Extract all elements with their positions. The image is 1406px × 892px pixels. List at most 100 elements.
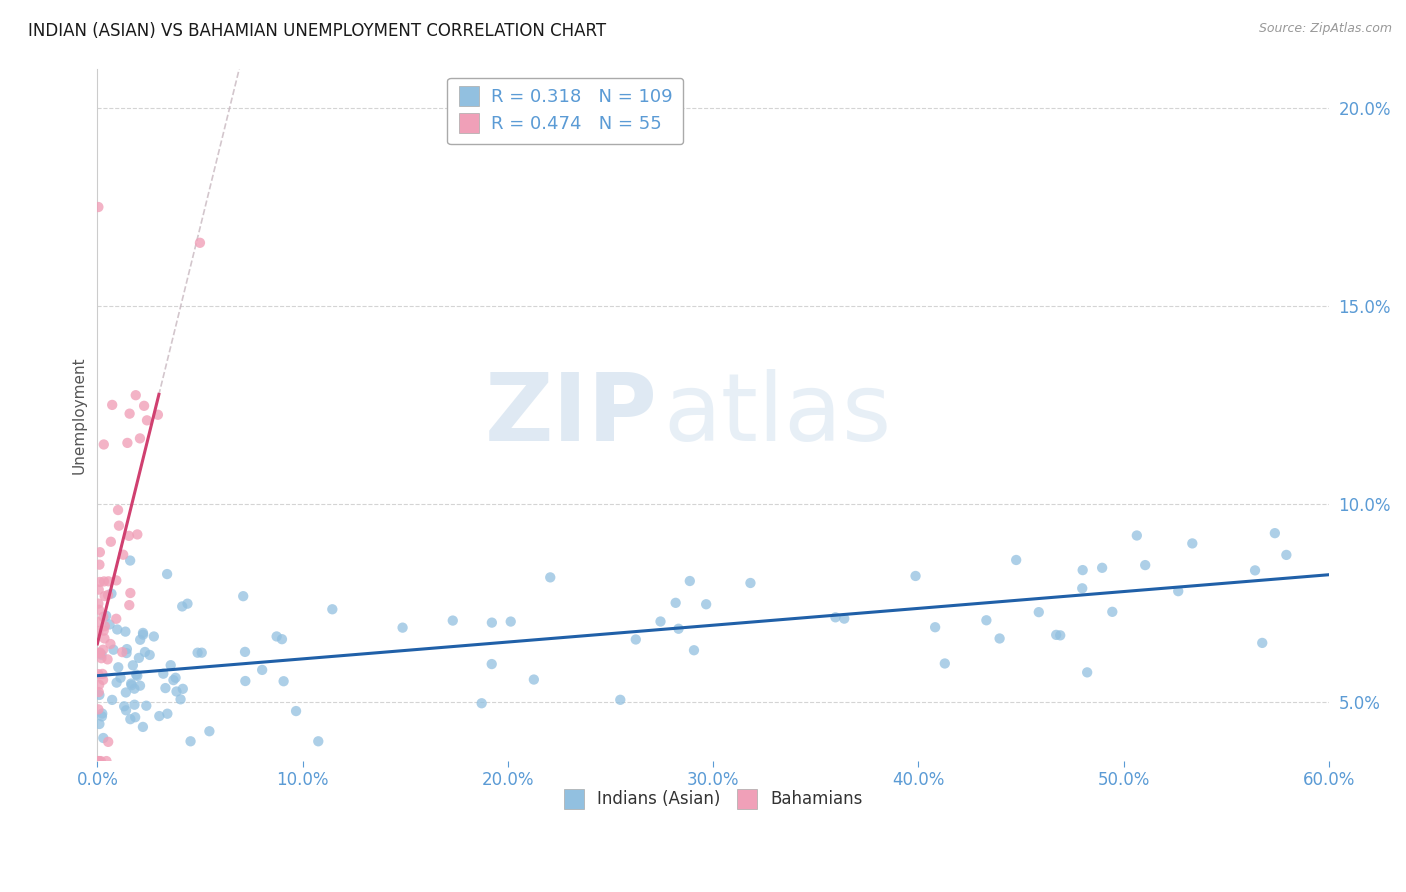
Point [105, 612, 128, 626]
Point [132, 399, 155, 413]
Point [93, 589, 115, 603]
Point [156, 567, 179, 582]
Point [924, 620, 946, 634]
Point [97, 735, 120, 749]
Point [115, 703, 138, 717]
Point [120, 586, 142, 600]
Point [740, 576, 762, 591]
Point [441, 614, 464, 628]
Point [188, 235, 211, 250]
Point [138, 648, 160, 662]
Point [523, 673, 546, 687]
Point [117, 436, 139, 450]
Point [129, 632, 152, 647]
Point [132, 627, 155, 641]
Point [91, 731, 114, 745]
Point [165, 671, 187, 685]
Point [266, 630, 288, 644]
Point [118, 598, 141, 612]
Point [125, 388, 148, 402]
Point [233, 645, 256, 659]
Point [87, 754, 110, 768]
Point [307, 734, 329, 748]
Point [679, 574, 702, 588]
Point [107, 503, 129, 517]
Point [111, 645, 134, 659]
Point [97, 588, 120, 602]
Point [321, 602, 343, 616]
Point [271, 632, 294, 647]
Point [89, 717, 111, 731]
Point [124, 710, 146, 724]
Point [156, 706, 179, 721]
Point [93, 632, 115, 646]
Point [96, 754, 118, 768]
Point [1028, 605, 1050, 619]
Point [118, 529, 141, 543]
Point [988, 632, 1011, 646]
Point [134, 645, 156, 659]
Point [108, 518, 131, 533]
Point [105, 675, 128, 690]
Point [107, 660, 129, 674]
Point [120, 712, 142, 726]
Point [105, 574, 128, 588]
Point [391, 621, 413, 635]
Point [148, 709, 170, 723]
Point [87, 615, 110, 630]
Point [120, 553, 142, 567]
Point [98, 617, 121, 632]
Point [1071, 582, 1094, 596]
Point [89, 545, 111, 559]
Point [1071, 563, 1094, 577]
Point [115, 642, 138, 657]
Point [198, 724, 221, 739]
Point [1135, 558, 1157, 573]
Text: ZIP: ZIP [485, 368, 658, 461]
Point [250, 663, 273, 677]
Point [89, 678, 111, 692]
Point [96, 652, 118, 666]
Point [136, 413, 159, 427]
Text: INDIAN (ASIAN) VS BAHAMIAN UNEMPLOYMENT CORRELATION CHART: INDIAN (ASIAN) VS BAHAMIAN UNEMPLOYMENT … [28, 22, 606, 40]
Point [127, 669, 149, 683]
Point [1005, 553, 1028, 567]
Point [1251, 636, 1274, 650]
Point [152, 666, 174, 681]
Point [129, 679, 152, 693]
Point [100, 637, 122, 651]
Point [1264, 526, 1286, 541]
Point [976, 613, 998, 627]
Point [105, 623, 128, 637]
Point [93, 624, 115, 638]
Point [87, 582, 110, 597]
Point [94, 608, 117, 623]
Point [132, 720, 155, 734]
Point [101, 398, 124, 412]
Point [125, 667, 148, 681]
Point [112, 548, 135, 562]
Point [180, 734, 202, 748]
Point [1275, 548, 1298, 562]
Point [87, 685, 110, 699]
Point [124, 681, 146, 696]
Point [285, 704, 308, 718]
Point [169, 692, 191, 706]
Point [93, 437, 115, 451]
Point [176, 597, 198, 611]
Point [87, 702, 110, 716]
Point [934, 657, 956, 671]
Point [665, 596, 688, 610]
Point [135, 698, 157, 713]
Point [114, 685, 136, 699]
Point [122, 658, 145, 673]
Point [155, 681, 177, 695]
Point [127, 527, 149, 541]
Point [273, 674, 295, 689]
Point [90, 754, 112, 768]
Point [87, 624, 110, 638]
Point [172, 681, 194, 696]
Point [128, 651, 150, 665]
Point [190, 646, 212, 660]
Point [824, 610, 846, 624]
